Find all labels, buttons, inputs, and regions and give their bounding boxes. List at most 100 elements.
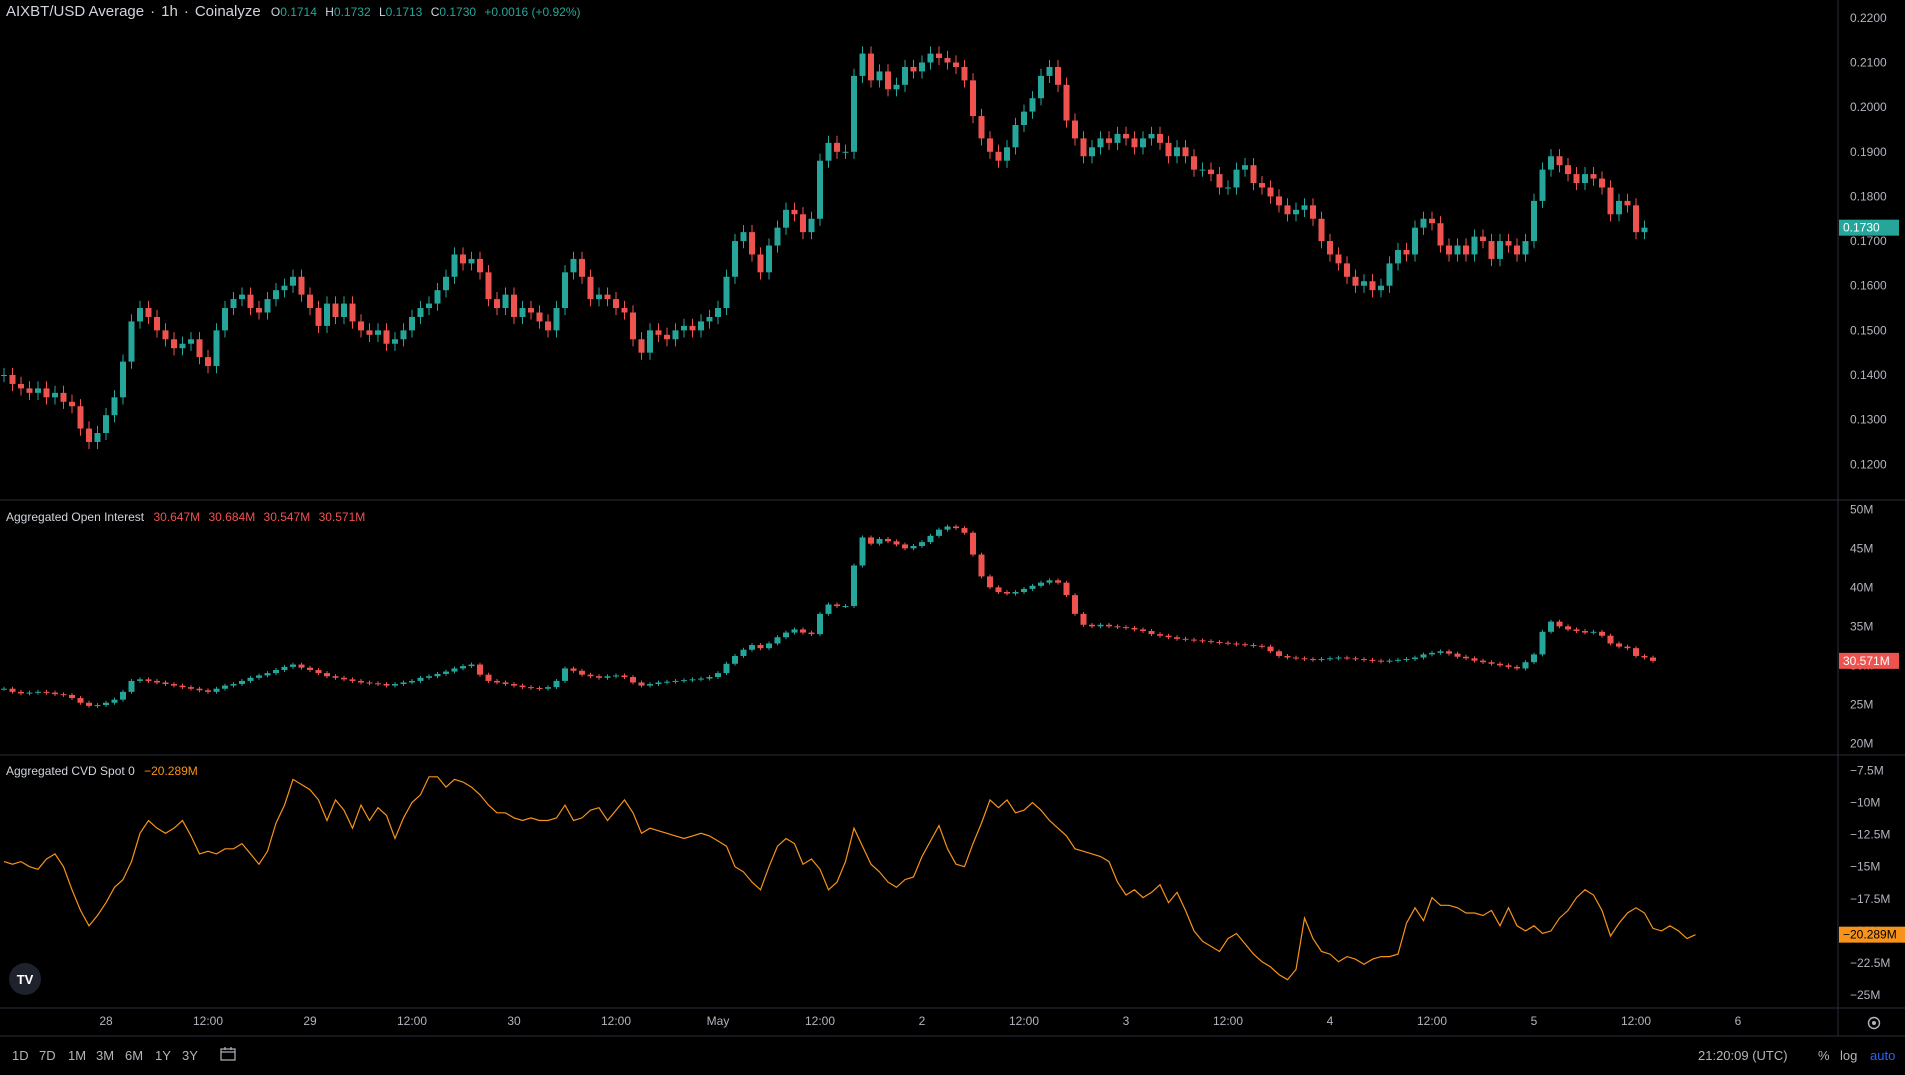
candle: [494, 680, 500, 683]
candle: [1276, 651, 1282, 656]
candle: [1386, 660, 1393, 662]
candle: [307, 667, 313, 670]
log-scale-toggle[interactable]: log: [1840, 1048, 1858, 1063]
candle: [315, 308, 322, 326]
calendar-goto-icon[interactable]: [220, 1047, 236, 1061]
x-tick-label: 12:00: [1417, 1014, 1447, 1028]
svg-text:TV: TV: [17, 972, 34, 987]
candle: [1012, 125, 1019, 148]
range-1d-button[interactable]: 1D: [12, 1048, 29, 1063]
candle: [281, 666, 288, 670]
candle: [817, 613, 823, 635]
candle: [154, 316, 160, 331]
candle: [1174, 147, 1180, 157]
candle: [519, 685, 526, 688]
candle: [94, 433, 101, 442]
y-tick-label: 50M: [1850, 502, 1873, 516]
source-label: Coinalyze: [194, 3, 261, 20]
oi-title[interactable]: Aggregated Open Interest: [6, 510, 145, 524]
x-tick-label: 12:00: [397, 1014, 427, 1028]
candle: [120, 691, 126, 700]
x-tick-label: 5: [1531, 1014, 1538, 1028]
candle: [1021, 588, 1027, 593]
candle: [392, 339, 398, 344]
candle: [689, 679, 696, 681]
range-7d-button[interactable]: 7D: [39, 1048, 56, 1063]
x-tick-label: 12:00: [1621, 1014, 1651, 1028]
candle: [1233, 169, 1240, 188]
range-6m-button[interactable]: 6M: [125, 1048, 144, 1063]
candle: [383, 330, 390, 344]
x-tick-label: 6: [1735, 1014, 1742, 1028]
candle: [1454, 245, 1461, 255]
candle: [1616, 200, 1622, 215]
candle: [893, 541, 900, 545]
candle: [1327, 241, 1333, 255]
candle: [383, 684, 390, 686]
interval-label[interactable]: 1h: [161, 3, 178, 20]
candle: [264, 673, 271, 676]
candle: [502, 682, 509, 685]
candle: [1361, 659, 1367, 661]
candle: [868, 53, 874, 81]
y-tick-label: 0.2200: [1850, 11, 1887, 25]
candle: [749, 232, 755, 255]
settings-gear-icon[interactable]: [1867, 1016, 1881, 1030]
candle: [1242, 644, 1248, 646]
x-tick-label: 12:00: [193, 1014, 223, 1028]
candle: [1514, 245, 1520, 255]
candle: [1429, 652, 1435, 655]
symbol-title[interactable]: AIXBT/USD Average: [6, 3, 145, 20]
candle: [681, 680, 687, 682]
y-tick-label: 0.1400: [1850, 368, 1887, 382]
candle: [766, 643, 772, 649]
candle: [213, 688, 220, 692]
candle: [1140, 138, 1146, 148]
candle: [502, 294, 509, 309]
candle: [596, 294, 602, 300]
candle: [1463, 656, 1469, 659]
candle: [630, 677, 636, 683]
utc-clock[interactable]: 21:20:09 (UTC): [1698, 1048, 1788, 1063]
candle: [1106, 138, 1112, 143]
candle: [1522, 241, 1529, 255]
candle: [579, 258, 585, 277]
y-tick-label: −7.5M: [1850, 763, 1884, 777]
candle: [1539, 169, 1546, 201]
candle: [1004, 592, 1010, 594]
candle: [1480, 660, 1486, 663]
price-legend: AIXBT/USD Average · 1h · Coinalyze O0.1714 H…: [6, 3, 581, 20]
candle: [910, 546, 917, 549]
candle: [919, 542, 925, 547]
range-3y-button[interactable]: 3Y: [182, 1048, 198, 1063]
candle: [1548, 156, 1554, 170]
percent-scale-toggle[interactable]: %: [1818, 1048, 1830, 1063]
candle: [239, 294, 245, 300]
candle: [1488, 241, 1495, 259]
candle: [1590, 631, 1597, 633]
candle: [587, 276, 594, 300]
candle: [290, 664, 296, 667]
candle: [553, 308, 560, 331]
auto-scale-toggle[interactable]: auto: [1870, 1048, 1896, 1063]
candle: [1123, 627, 1129, 629]
candle: [902, 66, 908, 85]
candle: [1072, 595, 1078, 614]
range-1m-button[interactable]: 1M: [68, 1048, 87, 1063]
range-3m-button[interactable]: 3M: [96, 1048, 115, 1063]
range-1y-button[interactable]: 1Y: [155, 1048, 171, 1063]
candle: [1216, 641, 1223, 643]
y-tick-label: −17.5M: [1850, 892, 1890, 906]
candle: [876, 71, 883, 81]
candle: [927, 535, 934, 543]
candle: [757, 645, 764, 649]
candle: [842, 151, 849, 153]
candle: [77, 406, 84, 429]
candle: [1216, 174, 1223, 188]
candle: [1471, 658, 1478, 661]
candle: [1046, 580, 1053, 583]
candle: [103, 415, 109, 434]
cvd-title[interactable]: Aggregated CVD Spot 0: [6, 764, 135, 778]
